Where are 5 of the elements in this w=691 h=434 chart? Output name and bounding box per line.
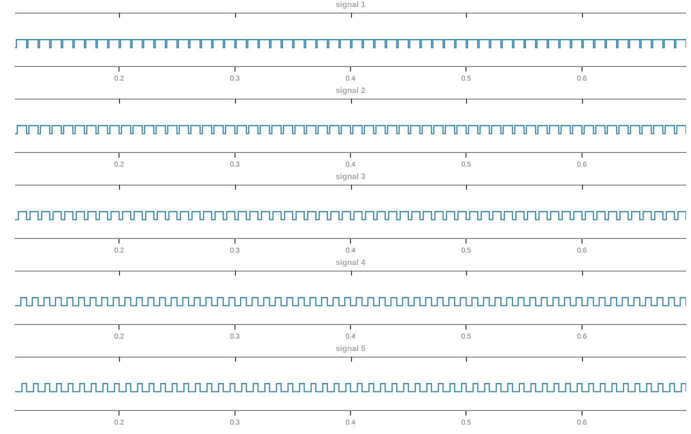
chart-title: signal 3: [336, 172, 366, 182]
chart-title: signal 4: [336, 258, 366, 268]
chart-title: signal 2: [336, 86, 366, 96]
chart-title: signal 1: [336, 0, 366, 10]
chart-title: signal 5: [336, 344, 366, 354]
